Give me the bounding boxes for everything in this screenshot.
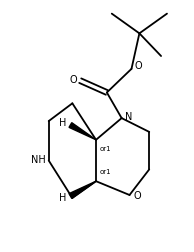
Polygon shape [69, 123, 96, 140]
Text: H: H [59, 193, 66, 203]
Text: N: N [125, 112, 132, 122]
Text: O: O [70, 75, 77, 85]
Text: H: H [59, 118, 66, 128]
Polygon shape [69, 181, 96, 198]
Text: or1: or1 [100, 169, 112, 175]
Text: O: O [134, 61, 142, 71]
Text: O: O [133, 191, 141, 201]
Text: NH: NH [31, 155, 46, 166]
Text: or1: or1 [100, 146, 112, 152]
